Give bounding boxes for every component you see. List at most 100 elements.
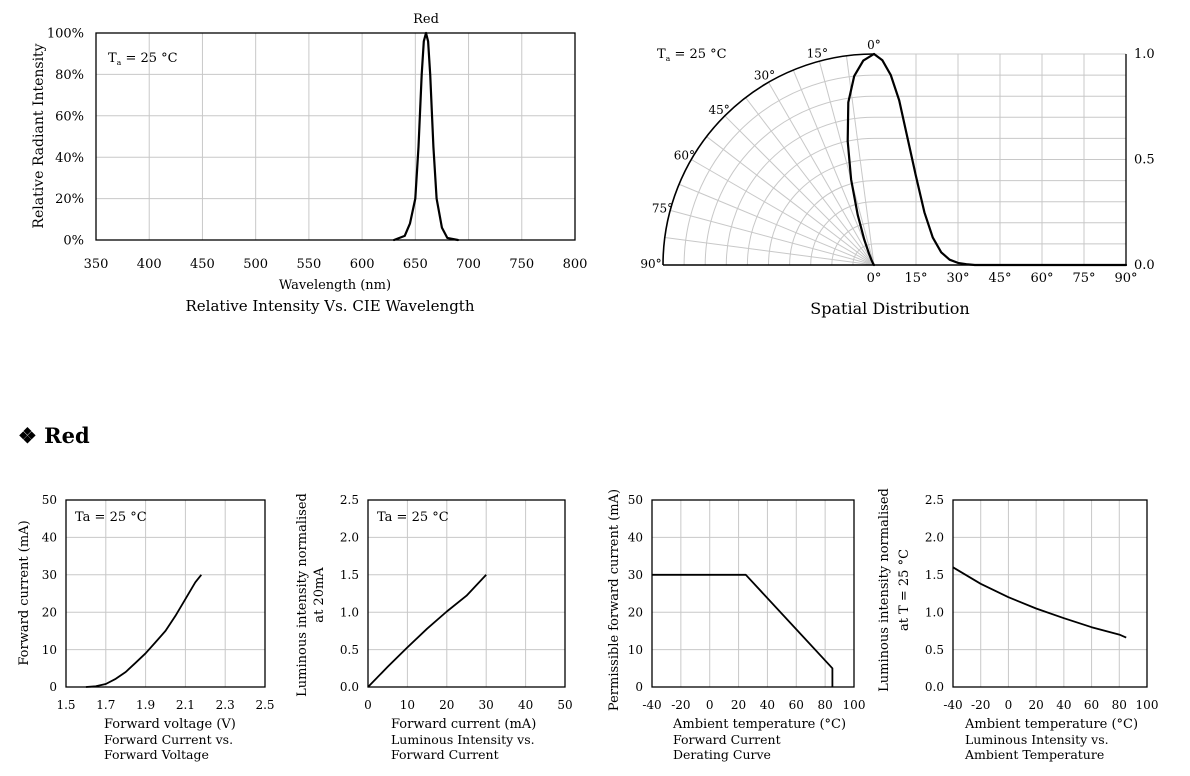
section-title: Red: [44, 423, 90, 448]
x-tick-label: 90°: [1114, 271, 1137, 286]
x-tick-label: 20: [1029, 698, 1044, 712]
x-tick-label: 75°: [1072, 271, 1095, 286]
y-tick-label: 60%: [55, 109, 84, 124]
x-axis-label: Ambient temperature (°C): [964, 717, 1138, 732]
y-axis-label: Luminous intensity normalised: [295, 493, 310, 697]
x-tick-label: 2.5: [255, 698, 274, 712]
x-tick-label: 1.9: [136, 698, 155, 712]
polar-radial: [670, 209, 875, 266]
y-axis-label: Relative Radiant Intensity: [31, 43, 47, 228]
x-tick-label: 2.1: [176, 698, 195, 712]
chart-caption-line: Forward Current vs.: [104, 732, 233, 747]
x-tick-label: 80: [1112, 698, 1127, 712]
x-tick-label: 550: [296, 257, 321, 272]
y-tick-label: 0.5: [925, 643, 944, 657]
polar-angle-label: 45°: [709, 103, 730, 117]
chart-caption-line: Luminous Intensity vs.: [391, 732, 535, 747]
chart-derating: -40 -20 0 20 40 60 80 100 0 10 20 30 40 50 Ambient tem…: [607, 489, 865, 762]
right-y-tick-label: 1.0: [1134, 47, 1155, 62]
y-tick-label: 0: [635, 680, 643, 694]
x-tick-label: 450: [190, 257, 215, 272]
y-tick-label: 100%: [47, 27, 84, 42]
right-y-tick-label: 0.0: [1134, 258, 1155, 273]
x-tick-label: 0: [364, 698, 372, 712]
y-tick-label: 2.0: [925, 531, 944, 545]
diamond-bullet-icon: ❖: [18, 423, 37, 448]
x-axis-label: Forward voltage (V): [104, 717, 236, 732]
y-axis-label: at T = 25 °C: [897, 549, 912, 631]
x-tick-label: 40: [1056, 698, 1071, 712]
polar-radial: [691, 159, 875, 266]
x-tick-label: 650: [403, 257, 428, 272]
x-tick-label: 2.3: [216, 698, 235, 712]
y-tick-label: 30: [628, 568, 643, 582]
y-tick-label: 50: [628, 493, 643, 507]
x-tick-label: 45°: [988, 271, 1011, 286]
y-tick-label: 40%: [55, 151, 84, 166]
chart-caption-line: Forward Current: [673, 732, 781, 747]
series-line: [367, 574, 487, 688]
chart-lum_current: 0 10 20 30 40 50 0.0 0.5 1.0 1.5 2.0 2.5 Ta = 25 °C F…: [295, 493, 573, 762]
polar-radial: [678, 183, 875, 266]
y-axis-label: Permissible forward current (mA): [607, 489, 622, 711]
series-line: [85, 574, 203, 688]
y-tick-label: 30: [42, 568, 57, 582]
section-heading: ❖ Red: [18, 423, 90, 448]
x-tick-label: 30: [479, 698, 494, 712]
plot-frame: [651, 499, 855, 688]
y-tick-label: 0.5: [340, 643, 359, 657]
y-tick-label: 20%: [55, 192, 84, 207]
y-tick-label: 2.5: [925, 493, 944, 507]
x-tick-label: 40: [760, 698, 775, 712]
plot-frame: [952, 499, 1148, 688]
x-tick-label: 750: [509, 257, 534, 272]
x-tick-label: -40: [943, 698, 962, 712]
x-tick-label: -40: [642, 698, 661, 712]
x-tick-label: 15°: [904, 271, 927, 286]
chart-lum_temp: -40 -20 0 20 40 60 80 100 0.0 0.5 1.0 1.5 2.0 2.5 Ambi…: [877, 488, 1158, 762]
y-tick-label: 1.0: [340, 605, 359, 619]
x-tick-label: -20: [971, 698, 990, 712]
chart-caption: Relative Intensity Vs. CIE Wavelength: [186, 297, 475, 315]
x-axis-label: Forward current (mA): [391, 717, 536, 732]
x-tick-label: -20: [671, 698, 690, 712]
y-tick-label: 80%: [55, 68, 84, 83]
y-tick-label: 50: [42, 493, 57, 507]
chart-caption-line: Ambient Temperature: [964, 747, 1104, 762]
chart-caption: Spatial Distribution: [810, 299, 969, 318]
y-tick-label: 1.5: [925, 568, 944, 582]
y-tick-label: 0.0: [925, 680, 944, 694]
y-axis-label: Luminous intensity normalised: [877, 488, 892, 692]
temperature-annotation: Ta = 25 °C: [657, 47, 727, 63]
y-tick-label: 2.5: [340, 493, 359, 507]
polar-radial: [768, 82, 875, 266]
y-tick-label: 40: [42, 531, 57, 545]
chart-caption-line: Derating Curve: [673, 747, 771, 762]
x-tick-label: 0°: [867, 271, 882, 286]
x-tick-label: 800: [563, 257, 588, 272]
polar-angle-label: 60°: [674, 149, 695, 163]
x-tick-label: 100: [1136, 698, 1159, 712]
temperature-annotation: Ta = 25 °C: [377, 510, 449, 525]
series-line: [652, 573, 834, 687]
plot-frame: [367, 499, 566, 688]
polar-angle-label: 0°: [867, 38, 881, 52]
x-tick-label: 60: [789, 698, 804, 712]
x-axis-label: Wavelength (nm): [279, 278, 391, 293]
y-tick-label: 40: [628, 531, 643, 545]
chart-spatial: 0°15°30°45°60°75°90° 0.00.51.00° 15° 30° 45°…: [640, 38, 1154, 318]
plot-frame: [95, 32, 576, 241]
polar-angle-label: 90°: [640, 257, 661, 271]
x-tick-label: 30°: [946, 271, 969, 286]
x-tick-label: 50: [557, 698, 572, 712]
x-tick-label: 80: [818, 698, 833, 712]
y-tick-label: 0%: [63, 234, 84, 249]
chart-iv: 1.5 1.7 1.9 2.1 2.3 2.5 0 10 20 30 40 50 Ta = 25 °C F…: [17, 493, 275, 762]
y-tick-label: 1.5: [340, 568, 359, 582]
y-tick-label: 20: [42, 605, 57, 619]
x-tick-label: 100: [843, 698, 866, 712]
y-tick-label: 0.0: [340, 680, 359, 694]
polar-radial: [706, 136, 875, 266]
y-tick-label: 20: [628, 605, 643, 619]
